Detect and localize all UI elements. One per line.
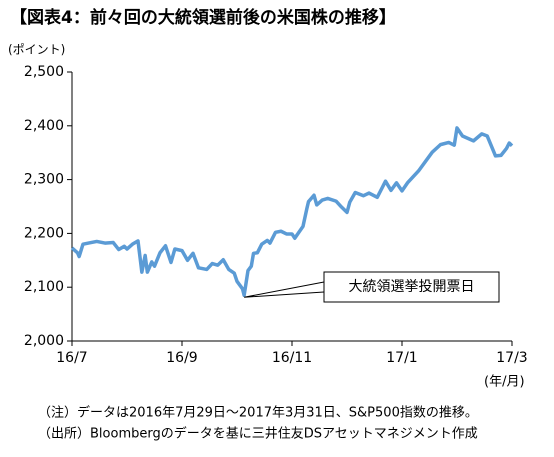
y-tick-label: 2,400 [24,118,64,134]
y-axis-label: (ポイント) [8,43,65,57]
note: （注）データは2016年7月29日～2017年3月31日、S&P500指数の推移… [38,405,478,421]
callout-pointer [244,281,325,298]
chart-title: 【図表4：前々回の大統領選前後の米国株の推移】 [10,7,396,28]
x-tick-label: 16/9 [166,350,197,366]
y-tick-label: 2,500 [24,64,64,80]
x-axis-label: (年/月) [484,375,525,390]
y-tick-label: 2,000 [24,333,64,349]
x-tick-label: 16/11 [272,350,312,366]
line [70,126,514,298]
x-tick-label: 16/7 [56,350,87,366]
y-tick-label: 2,300 [24,172,64,188]
callout-box [323,271,500,303]
y-tick-label: 2,200 [24,225,64,241]
annotation: 大統領選挙投開票日 [349,278,475,295]
x-tick-label: 17/3 [496,350,527,366]
source: （出所）Bloombergのデータを基に三井住友DSアセットマネジメント作成 [38,426,478,442]
x-tick-label: 17/1 [386,350,417,366]
y-tick-label: 2,100 [24,279,64,295]
